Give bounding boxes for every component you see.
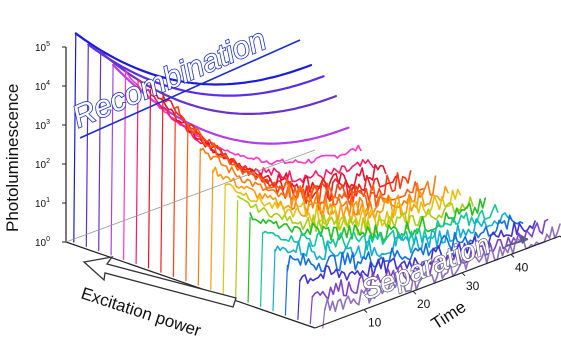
pl-series-peak-drop xyxy=(297,279,301,320)
pl-series-peak-drop xyxy=(135,79,139,265)
pl-series-peak-drop xyxy=(172,109,176,277)
time-tick-label: 40 xyxy=(515,260,529,274)
z-tick-label: 102 xyxy=(35,158,50,171)
time-tick-mark xyxy=(363,309,368,313)
pl-series-curve xyxy=(74,32,313,86)
back-floor-line xyxy=(65,149,316,243)
z-tick-label: 100 xyxy=(35,236,50,249)
pl-series-peak-drop xyxy=(235,200,239,299)
pl-series-peak-drop xyxy=(247,216,251,303)
time-tick-label: 10 xyxy=(368,316,382,330)
time-tick-mark xyxy=(510,254,515,258)
pl-series-curve xyxy=(212,166,449,224)
pl-series-curve xyxy=(311,218,549,301)
time-tick-label: 20 xyxy=(417,297,431,311)
pl-series-peak-drop xyxy=(284,265,288,316)
z-axis-title: Photoluminescence xyxy=(3,84,22,232)
recombination-annotation: Recombination xyxy=(67,21,271,134)
pl-series-peak-drop xyxy=(197,148,201,286)
time-tick-label: 30 xyxy=(466,279,480,293)
pl-series-curve xyxy=(236,195,474,236)
pl-series-peak-drop xyxy=(260,232,264,308)
pl-series-peak-drop xyxy=(222,184,226,295)
pl-series-curve xyxy=(224,183,462,231)
z-tick-label: 101 xyxy=(35,197,50,210)
z-tick-label: 103 xyxy=(35,119,50,132)
z-tick-label: 104 xyxy=(35,80,50,93)
time-axis-title: Time xyxy=(428,297,470,333)
pl-series-peak-drop xyxy=(272,248,276,312)
pl-series-peak-drop xyxy=(210,169,214,290)
time-axis-line xyxy=(314,235,561,329)
pl-series-curve xyxy=(87,43,325,97)
pl-series-peak-drop xyxy=(98,51,102,252)
pl-series-peak-drop xyxy=(160,96,164,273)
time-tick-mark xyxy=(412,290,417,295)
pl-series-curve xyxy=(286,214,524,273)
pl-series-peak-drop xyxy=(85,43,89,247)
pl-series-peak-drop xyxy=(73,32,77,243)
pl-series-peak-drop xyxy=(309,295,313,325)
pl-series-curve xyxy=(187,125,424,211)
excitation-arrow xyxy=(82,256,237,308)
recombination-underline xyxy=(79,39,301,139)
z-axis-ticks: 100 101 102 103 104 105 xyxy=(35,41,66,249)
pl-series-curve xyxy=(149,84,387,193)
separation-arrow xyxy=(505,234,529,247)
axes-layer xyxy=(65,47,561,329)
power-axis-line xyxy=(65,241,316,329)
pl-series-curve xyxy=(249,197,487,242)
pl-series-peak-drop xyxy=(123,71,127,260)
pl-series-peak-drop xyxy=(147,88,152,269)
time-axis-ticks: 1020304050 xyxy=(363,235,561,330)
time-tick-mark xyxy=(461,272,466,277)
pl-series-curve xyxy=(299,220,536,285)
pl-series-curve xyxy=(124,71,362,165)
pl-series-peak-drop xyxy=(185,124,189,282)
z-tick-label: 105 xyxy=(35,41,50,54)
pl-series-curve xyxy=(261,204,499,251)
pl-series-peak-drop xyxy=(110,64,114,256)
pl-series-curve xyxy=(174,106,412,205)
